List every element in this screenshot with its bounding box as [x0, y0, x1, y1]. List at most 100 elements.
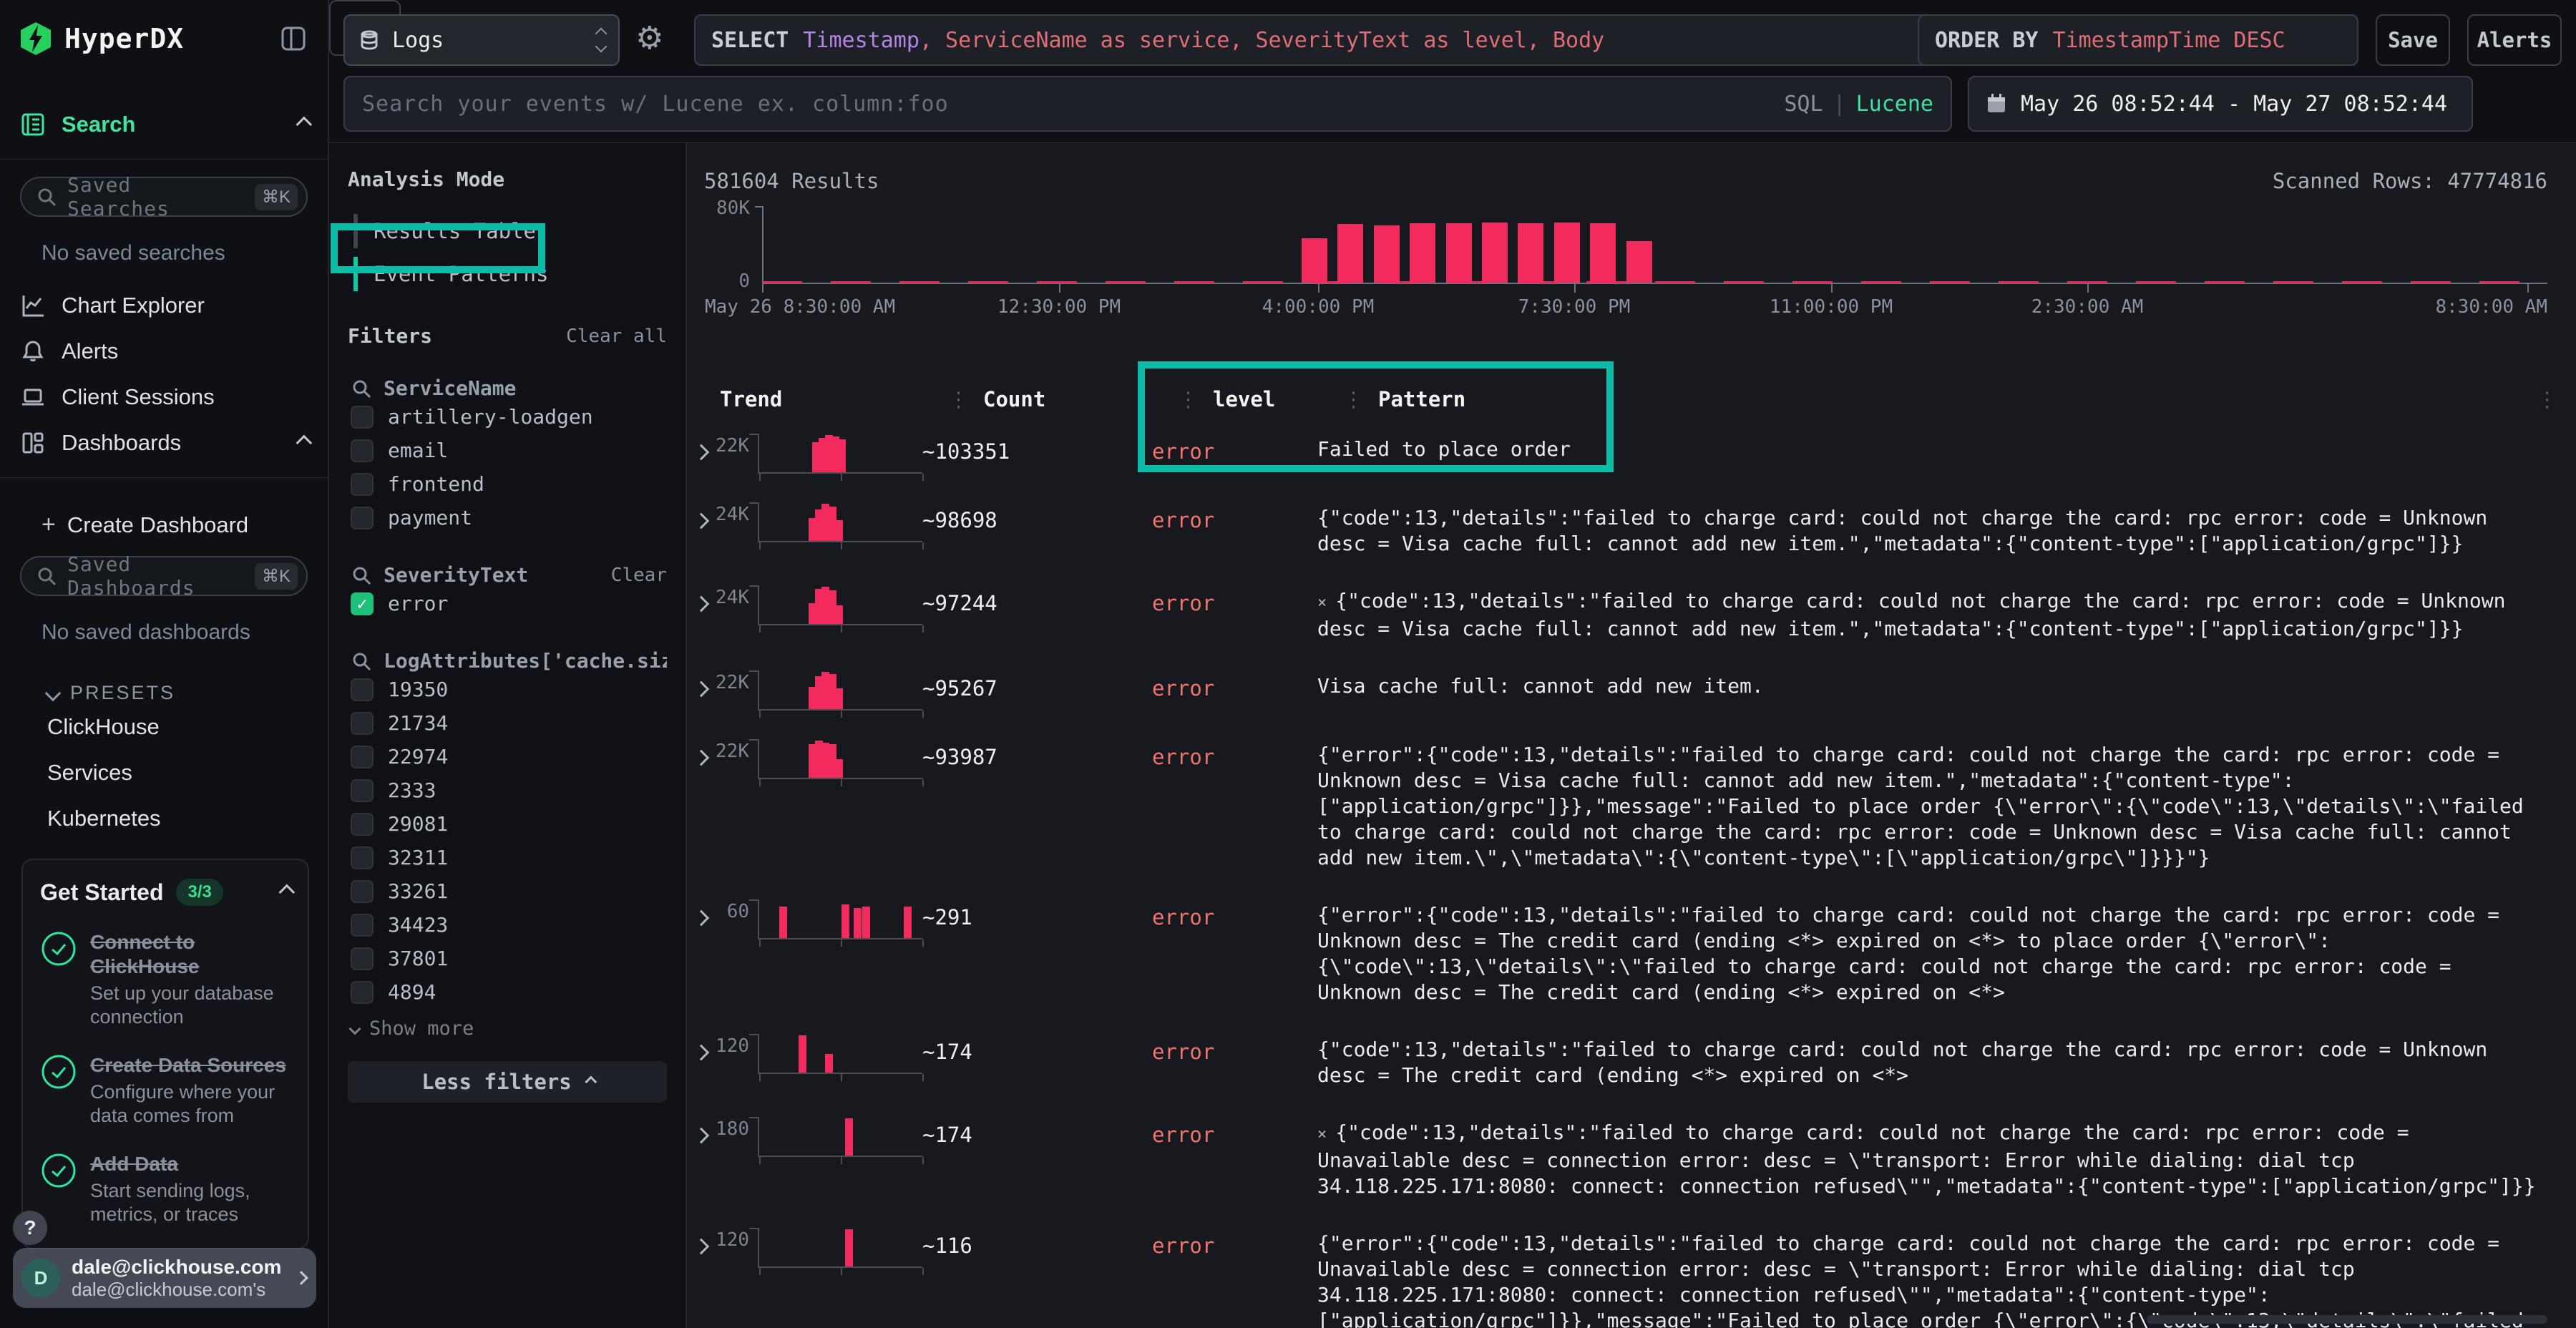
checkbox[interactable] [351, 711, 374, 735]
horizontal-scrollbar-thumb[interactable] [2147, 1315, 2547, 1324]
get-started-item[interactable]: Create Data Sources Configure where your … [40, 1053, 291, 1128]
filter-checkbox-item[interactable]: 4894 [329, 975, 686, 1009]
column-header-pattern[interactable]: ⋮ Pattern [1343, 387, 1466, 411]
checkbox[interactable] [351, 439, 374, 462]
filter-checkbox-item[interactable]: email [329, 434, 686, 467]
filter-checkbox-item[interactable]: 33261 [329, 874, 686, 908]
filter-checkbox-item[interactable]: frontend [329, 467, 686, 501]
sidebar-item-chart-explorer[interactable]: Chart Explorer [0, 283, 328, 328]
column-header-level[interactable]: ⋮ level [1178, 387, 1276, 411]
column-header-trend[interactable]: Trend [720, 387, 783, 411]
sidebar-preset-link[interactable]: Kubernetes [47, 806, 161, 831]
sidebar-item-alerts[interactable]: Alerts [0, 328, 328, 374]
table-row[interactable]: 60 ~291 error {"error":{"code":13,"details"… [687, 885, 2576, 1020]
checkbox[interactable] [351, 405, 374, 429]
drag-handle-icon[interactable]: ⋮ [1178, 387, 1199, 411]
pattern-cell[interactable]: × {"code":13,"details":"failed to charge … [1317, 1120, 2536, 1198]
alerts-button[interactable]: Alerts [2467, 14, 2562, 66]
pattern-cell[interactable]: {"code":13,"details":"failed to charge c… [1317, 1038, 2488, 1087]
clear-all-filters-button[interactable]: Clear all [566, 325, 667, 347]
table-row[interactable]: 180 ~174 error × {"code":13,"details":"faile… [687, 1103, 2576, 1214]
source-settings-gear-icon[interactable]: ⚙ [635, 20, 664, 57]
checkbox[interactable] [351, 913, 374, 937]
histogram-bar[interactable] [1482, 223, 1508, 283]
language-toggle-sql[interactable]: SQL [1784, 91, 1823, 117]
pattern-cell[interactable]: Failed to place order [1317, 437, 1571, 461]
pattern-cell[interactable]: {"code":13,"details":"failed to charge c… [1317, 506, 2488, 555]
pattern-cell[interactable]: Visa cache full: cannot add new item. [1317, 674, 1764, 698]
presets-toggle[interactable]: PRESETS [0, 662, 328, 704]
table-row[interactable]: 22K ~103351 error Failed to place order [687, 419, 2576, 488]
checkbox[interactable] [351, 745, 374, 768]
get-started-item[interactable]: Connect to ClickHouse Set up your databas… [40, 930, 291, 1029]
language-toggle-lucene[interactable]: Lucene [1855, 91, 1933, 117]
table-row[interactable]: 24K ~98698 error {"code":13,"details":"fail… [687, 488, 2576, 571]
date-range-picker[interactable]: May 26 08:52:44 - May 27 08:52:44 [1968, 76, 2473, 132]
filter-checkbox-item[interactable]: ✓ error [329, 587, 686, 620]
checkbox[interactable] [351, 846, 374, 869]
results-histogram[interactable]: 80K 0 May 26 8:30:00 AM 12:30:00 PM 4:00:0… [687, 143, 2576, 329]
pattern-cell[interactable]: {"error":{"code":13,"details":"failed to… [1317, 903, 2500, 1004]
filter-checkbox-item[interactable]: 22974 [329, 740, 686, 773]
checkbox[interactable] [351, 879, 374, 903]
drag-handle-icon[interactable]: ⋮ [1343, 387, 1364, 411]
less-filters-button[interactable]: Less filters [348, 1061, 667, 1103]
table-row[interactable]: 22K ~93987 error {"error":{"code":13,"detai… [687, 725, 2576, 885]
checkbox[interactable] [351, 980, 374, 1004]
sidebar-preset-link[interactable]: Services [47, 760, 132, 785]
filter-checkbox-item[interactable]: 29081 [329, 807, 686, 841]
checkbox[interactable] [351, 778, 374, 802]
checkbox[interactable] [351, 812, 374, 836]
analysis-mode-results-table[interactable]: Results Table [348, 210, 686, 253]
histogram-bar[interactable] [1445, 223, 1472, 283]
saved-searches-input[interactable]: Saved Searches ⌘K [20, 173, 308, 220]
table-row[interactable]: 120 ~116 error {"error":{"code":13,"details… [687, 1214, 2576, 1328]
table-row[interactable]: 24K ~97244 error × {"code":13,"details":"fai… [687, 571, 2576, 656]
sidebar-preset-link[interactable]: ClickHouse [47, 714, 160, 739]
column-header-count[interactable]: ⋮ Count [948, 387, 1046, 411]
sidebar-item-search[interactable]: Search [0, 102, 328, 147]
help-button[interactable]: ? [13, 1211, 47, 1245]
histogram-bar[interactable] [1373, 225, 1400, 283]
pattern-cell[interactable]: {"error":{"code":13,"details":"failed to… [1317, 1231, 2524, 1328]
sidebar-item-dashboards[interactable]: Dashboards [0, 420, 328, 466]
table-menu-icon[interactable]: ⋮ [2537, 387, 2557, 411]
pattern-cell[interactable]: {"error":{"code":13,"details":"failed to… [1317, 743, 2524, 869]
clear-filter-button[interactable]: Clear [610, 564, 667, 586]
pattern-cell[interactable]: × {"code":13,"details":"failed to charge … [1317, 589, 2506, 640]
filter-checkbox-item[interactable]: 37801 [329, 942, 686, 975]
checkbox[interactable] [351, 472, 374, 496]
table-row[interactable]: 120 ~174 error {"code":13,"details":"failed… [687, 1020, 2576, 1103]
search-icon[interactable] [351, 378, 372, 399]
source-select[interactable]: Logs [343, 14, 620, 66]
histogram-bar[interactable] [1553, 223, 1580, 283]
filter-checkbox-item[interactable]: 34423 [329, 908, 686, 942]
save-button[interactable]: Save [2376, 14, 2450, 66]
analysis-mode-event-patterns[interactable]: Event Patterns [348, 253, 686, 296]
collapse-sidebar-icon[interactable] [279, 24, 308, 53]
filter-checkbox-item[interactable]: 32311 [329, 841, 686, 874]
checkbox[interactable]: ✓ [351, 592, 374, 615]
filter-checkbox-item[interactable]: artillery-loadgen [329, 400, 686, 434]
dismiss-icon[interactable]: × [1317, 594, 1327, 612]
filter-checkbox-item[interactable]: 21734 [329, 706, 686, 740]
drag-handle-icon[interactable]: ⋮ [948, 387, 969, 411]
search-icon[interactable] [351, 650, 372, 672]
search-icon[interactable] [351, 565, 372, 586]
histogram-bar[interactable] [1626, 241, 1652, 283]
histogram-bar[interactable] [1337, 224, 1364, 283]
sidebar-item-client-sessions[interactable]: Client Sessions [0, 374, 328, 420]
histogram-bar[interactable] [1410, 223, 1436, 283]
checkbox[interactable] [351, 678, 374, 701]
saved-dashboards-input[interactable]: Saved Dashboards ⌘K [20, 552, 308, 600]
filter-checkbox-item[interactable]: 2333 [329, 773, 686, 807]
show-more-button[interactable]: Show more [329, 1009, 686, 1040]
table-row[interactable]: 22K ~95267 error Visa cache full: cannot ad… [687, 656, 2576, 725]
checkbox[interactable] [351, 947, 374, 970]
checkbox[interactable] [351, 506, 374, 529]
create-dashboard-button[interactable]: + Create Dashboard [0, 478, 328, 539]
chevron-up-icon[interactable] [278, 884, 296, 901]
filter-checkbox-item[interactable]: payment [329, 501, 686, 534]
search-input[interactable]: Search your events w/ Lucene ex. column:… [343, 76, 1952, 132]
get-started-item[interactable]: Add Data Start sending logs, metrics, or … [40, 1152, 291, 1226]
